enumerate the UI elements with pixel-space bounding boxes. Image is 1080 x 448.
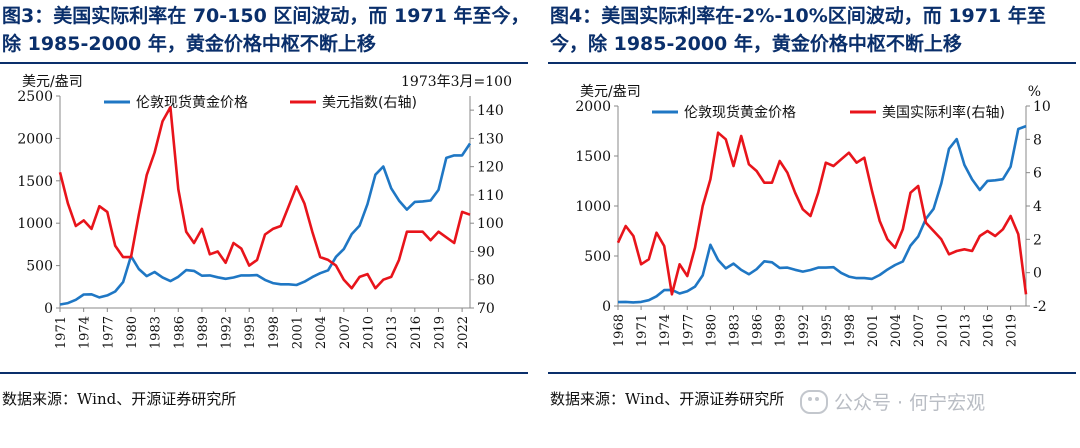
y-right-tick-label: 0 xyxy=(1033,266,1042,282)
watermark-text: 公众号 · 何宁宏观 xyxy=(834,392,986,414)
source-note: 数据来源：Wind、开源证券研究所 xyxy=(550,390,785,408)
x-tick-label: 1977 xyxy=(681,314,696,347)
x-tick-label: 1992 xyxy=(797,314,812,347)
x-tick-label: 1986 xyxy=(751,314,766,347)
y-right-tick-label: -2 xyxy=(1033,299,1047,315)
y-right-tick-label: 120 xyxy=(477,160,504,176)
y-right-tick-label: 70 xyxy=(477,301,495,317)
y-right-tick-label: 2 xyxy=(1033,232,1042,248)
gold-vs-usd-chart: 0 500 1000 1500 2000 2500 70 80 90 100 110 120 130 14… xyxy=(17,74,512,349)
x-tick-label: 1986 xyxy=(172,316,187,349)
y-left-tick-label: 1000 xyxy=(17,216,53,232)
x-tick-label: 2016 xyxy=(982,314,997,347)
title-rule xyxy=(548,62,1076,64)
x-tick-label: 2007 xyxy=(912,314,927,347)
figure-3: 图3：美国实际利率在 70-150 区间波动，而 1971 年至今，除 1985… xyxy=(0,5,530,408)
x-tick-label: 1971 xyxy=(54,316,69,349)
y-left-tick-label: 2000 xyxy=(575,99,611,115)
y-right-tick-label: 110 xyxy=(477,188,504,204)
series-line-gold-price xyxy=(617,124,1027,304)
y-right-tick-label: 90 xyxy=(477,244,495,260)
x-tick-label: 1968 xyxy=(612,314,627,347)
x-tick-label: 1983 xyxy=(727,314,742,347)
y-left-tick-label: 1500 xyxy=(575,149,611,165)
source-rule xyxy=(548,372,1076,374)
x-tick-label: 2022 xyxy=(456,316,471,349)
y-left-unit: 美元/盎司 xyxy=(580,84,641,100)
series-line-right-axis xyxy=(616,131,1028,296)
legend-label: 伦敦现货黄金价格 xyxy=(684,104,796,121)
x-tick-label: 2004 xyxy=(314,316,329,349)
y-left-tick-label: 0 xyxy=(602,299,611,315)
x-tick-label: 2010 xyxy=(362,316,377,349)
y-right-tick-label: 8 xyxy=(1033,132,1042,148)
y-left-tick-label: 500 xyxy=(584,249,611,265)
y-right-tick-label: 4 xyxy=(1033,199,1042,215)
x-tick-label: 1995 xyxy=(243,316,258,349)
y-right-tick-label: 100 xyxy=(477,216,504,232)
x-tick-label: 1998 xyxy=(843,314,858,347)
x-tick-label: 1977 xyxy=(101,316,116,349)
figure-title: 图4：美国实际利率在-2%-10%区间波动，而 1971 年至今，除 1985-… xyxy=(550,5,1046,55)
x-tick-label: 1992 xyxy=(220,316,235,349)
watermark: 公众号 · 何宁宏观 xyxy=(800,388,985,415)
series-line-right-axis xyxy=(58,105,471,290)
legend-label: 美国实际利率(右轴) xyxy=(882,104,1005,121)
y-right-unit: % xyxy=(1028,84,1041,100)
y-left-tick-label: 500 xyxy=(26,259,53,275)
figure-title: 图3：美国实际利率在 70-150 区间波动，而 1971 年至今，除 1985… xyxy=(2,5,530,55)
wechat-icon xyxy=(800,389,828,414)
y-right-tick-label: 140 xyxy=(477,103,504,119)
x-tick-label: 1998 xyxy=(267,316,282,349)
y-right-tick-label: 10 xyxy=(1033,99,1051,115)
x-tick-label: 1971 xyxy=(635,314,650,347)
legend-label: 伦敦现货黄金价格 xyxy=(136,94,248,111)
x-tick-label: 1974 xyxy=(78,316,93,349)
x-tick-label: 1980 xyxy=(704,314,719,347)
source-note: 数据来源：Wind、开源证券研究所 xyxy=(2,390,237,408)
x-tick-label: 2019 xyxy=(1005,314,1020,347)
legend-label: 美元指数(右轴) xyxy=(322,95,417,111)
y-right-unit: 1973年3月=100 xyxy=(401,74,512,90)
y-right-tick-label: 130 xyxy=(477,131,504,147)
figure-4: 图4：美国实际利率在-2%-10%区间波动，而 1971 年至今，除 1985-… xyxy=(548,0,1080,448)
y-left-tick-label: 0 xyxy=(44,301,53,317)
y-left-tick-label: 2000 xyxy=(17,131,53,147)
x-tick-label: 1974 xyxy=(658,314,673,347)
x-tick-label: 2001 xyxy=(866,314,881,347)
source-rule xyxy=(0,372,528,374)
x-tick-label: 2007 xyxy=(338,316,353,349)
x-tick-label: 1995 xyxy=(820,314,835,347)
y-left-tick-label: 2500 xyxy=(17,89,53,105)
x-tick-label: 2013 xyxy=(958,314,973,347)
y-left-tick-label: 1500 xyxy=(17,174,53,190)
gold-vs-real-rate-chart: 0 500 1000 1500 2000 -2 0 2 4 6 8 10 1968 1971 1974 197… xyxy=(575,84,1051,347)
x-tick-label: 1983 xyxy=(149,316,164,349)
y-left-tick-label: 1000 xyxy=(575,199,611,215)
y-right-tick-label: 6 xyxy=(1033,166,1042,182)
x-tick-label: 2001 xyxy=(291,316,306,349)
series-line-gold-price xyxy=(59,142,472,306)
x-tick-label: 2004 xyxy=(889,314,904,347)
x-tick-label: 2016 xyxy=(409,316,424,349)
y-left-unit: 美元/盎司 xyxy=(22,74,83,90)
x-tick-label: 1989 xyxy=(774,314,789,347)
x-tick-label: 2010 xyxy=(935,314,950,347)
x-tick-label: 2013 xyxy=(385,316,400,349)
x-tick-label: 1989 xyxy=(196,316,211,349)
x-tick-label: 1980 xyxy=(125,316,140,349)
y-right-tick-label: 80 xyxy=(477,273,495,289)
title-rule xyxy=(0,62,528,64)
x-tick-label: 2019 xyxy=(432,316,447,349)
